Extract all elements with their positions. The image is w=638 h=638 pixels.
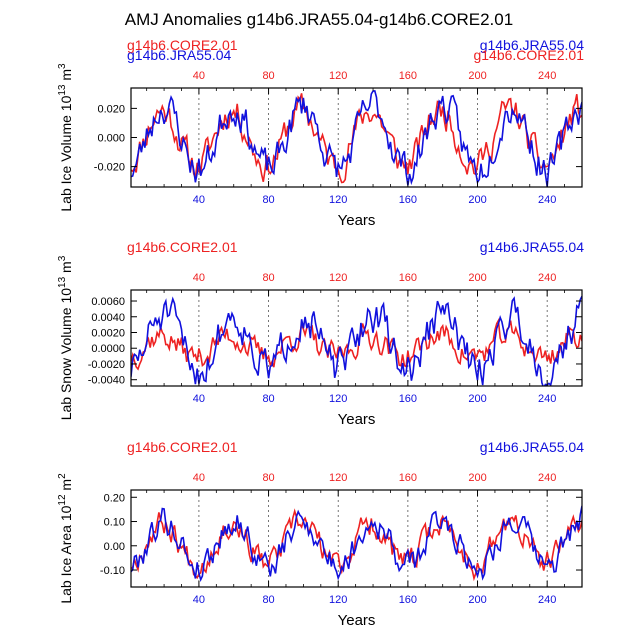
- series-line-jra: [131, 505, 582, 583]
- x-tick-label-bottom: 240: [538, 594, 556, 606]
- chart-panels: -0.020 0.000 0.020 40 40 80 80 120 120 160 160 200 2…: [57, 37, 584, 629]
- x-tick-label-bottom: 120: [329, 393, 347, 405]
- y-axis-label: Lab Ice Area 1012 m2: [57, 473, 74, 604]
- y-axis-label-part: 3: [57, 255, 68, 261]
- y-tick-label: 0.0060: [91, 296, 125, 308]
- top-left-label: g14b6.JRA55.04: [127, 47, 232, 63]
- x-tick-label-top: 120: [329, 472, 347, 484]
- x-tick-label-bottom: 160: [399, 594, 417, 606]
- series-line-core: [131, 93, 582, 184]
- x-tick-label-top: 160: [399, 70, 417, 82]
- y-tick-label: 0.0000: [91, 343, 125, 355]
- y-tick-label: 0.00: [104, 541, 125, 553]
- y-axis-label-part: m: [58, 69, 74, 85]
- y-axis-label-part: 12: [57, 494, 68, 506]
- x-tick-label-top: 160: [399, 272, 417, 284]
- x-tick-label-top: 200: [468, 70, 486, 82]
- top-left-label: g14b6.CORE2.01: [127, 439, 238, 455]
- x-tick-label-bottom: 240: [538, 393, 556, 405]
- y-tick-label: 0.020: [97, 103, 125, 115]
- x-tick-label-bottom: 40: [193, 194, 205, 206]
- chart-panel-1: -0.020 0.000 0.020 40 40 80 80 120 120 160 160 200 2…: [57, 37, 584, 229]
- x-tick-label-top: 160: [399, 472, 417, 484]
- x-tick-label-top: 200: [468, 272, 486, 284]
- x-tick-label-bottom: 80: [262, 393, 274, 405]
- x-tick-label-bottom: 240: [538, 194, 556, 206]
- x-tick-label-bottom: 40: [193, 393, 205, 405]
- y-tick-label: 0.0020: [91, 327, 125, 339]
- x-tick-label-top: 80: [262, 70, 274, 82]
- plot-frame: [130, 289, 583, 387]
- y-axis-label-part: 3: [57, 63, 68, 69]
- x-tick-label-bottom: 120: [329, 194, 347, 206]
- y-tick-label: 0.20: [104, 492, 125, 504]
- top-right-label: g14b6.CORE2.01: [473, 47, 584, 63]
- chart-panel-2: -0.0040 -0.0020 0.0000 0.0020 0.0040 0.0060 40…: [57, 239, 584, 428]
- x-tick-label-bottom: 80: [262, 594, 274, 606]
- chart-title: AMJ Anomalies g14b6.JRA55.04-g14b6.CORE2…: [125, 10, 513, 29]
- x-tick-label-top: 80: [262, 472, 274, 484]
- x-tick-label-top: 40: [193, 472, 205, 484]
- y-tick-label: -0.020: [94, 162, 125, 174]
- y-axis-label: Lab Snow Volume 1013 m3: [57, 255, 74, 420]
- y-axis-label-part: m: [58, 479, 74, 495]
- x-tick-label-top: 240: [538, 472, 556, 484]
- y-tick-label: -0.10: [100, 565, 125, 577]
- y-axis-label-part: 13: [57, 84, 68, 96]
- y-axis-label-part: m: [58, 261, 74, 277]
- y-axis-label-part: 2: [57, 473, 68, 479]
- x-tick-label-top: 120: [329, 70, 347, 82]
- chart-panel-3: -0.10 0.00 0.10 0.20 40 40 80 80 120 120 160 160 200…: [57, 439, 584, 629]
- x-tick-label-top: 120: [329, 272, 347, 284]
- top-right-label: g14b6.JRA55.04: [480, 439, 585, 455]
- x-tick-label-top: 200: [468, 472, 486, 484]
- top-right-label: g14b6.JRA55.04: [480, 239, 585, 255]
- y-axis-label-part: Lab Snow Volume 10: [58, 288, 74, 421]
- y-axis-label-part: 13: [57, 276, 68, 288]
- x-axis-label: Years: [338, 212, 376, 229]
- x-tick-label-top: 40: [193, 70, 205, 82]
- x-tick-label-bottom: 160: [399, 194, 417, 206]
- y-axis-label-part: Lab Ice Volume 10: [58, 95, 74, 211]
- plot-frame: [130, 489, 583, 588]
- top-left-label: g14b6.CORE2.01: [127, 239, 238, 255]
- y-tick-label: 0.000: [97, 133, 125, 145]
- y-tick-label: 0.0040: [91, 312, 125, 324]
- x-tick-label-top: 80: [262, 272, 274, 284]
- series-line-jra: [131, 90, 582, 187]
- x-tick-label-top: 240: [538, 272, 556, 284]
- x-tick-label-bottom: 120: [329, 594, 347, 606]
- y-axis-label: Lab Ice Volume 1013 m3: [57, 63, 74, 212]
- x-tick-label-top: 40: [193, 272, 205, 284]
- y-tick-label: 0.10: [104, 517, 125, 529]
- series-line-jra: [131, 295, 582, 386]
- x-tick-label-bottom: 200: [468, 393, 486, 405]
- x-tick-label-bottom: 200: [468, 594, 486, 606]
- x-tick-label-bottom: 40: [193, 594, 205, 606]
- x-tick-label-bottom: 200: [468, 194, 486, 206]
- x-tick-label-bottom: 80: [262, 194, 274, 206]
- y-axis-label-part: Lab Ice Area 10: [58, 505, 74, 603]
- y-tick-label: -0.0040: [88, 375, 125, 387]
- top-right-label: g14b6.JRA55.04: [480, 37, 585, 53]
- top-left-label: g14b6.CORE2.01: [127, 37, 238, 53]
- x-tick-label-bottom: 160: [399, 393, 417, 405]
- x-axis-label: Years: [338, 612, 376, 629]
- x-tick-label-top: 240: [538, 70, 556, 82]
- x-axis-label: Years: [338, 411, 376, 428]
- y-tick-label: -0.0020: [88, 359, 125, 371]
